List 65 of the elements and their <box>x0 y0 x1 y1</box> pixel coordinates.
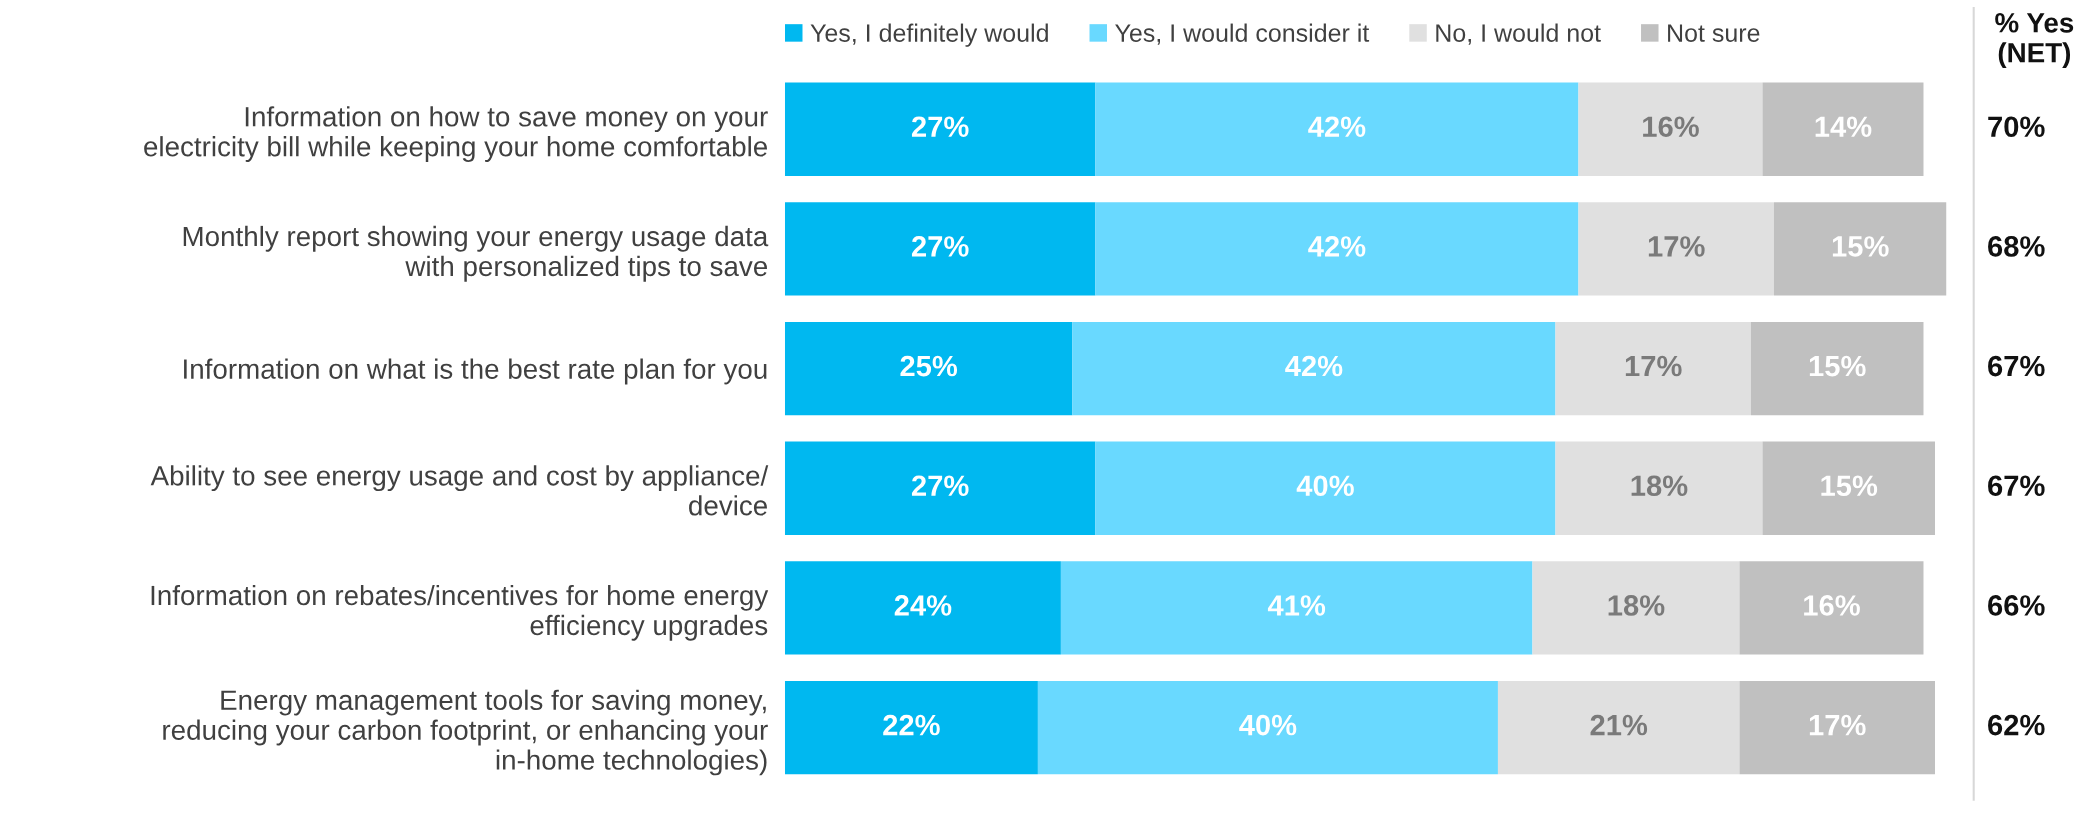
bar <box>1750 321 1924 416</box>
data-label: 25% <box>900 355 958 377</box>
text: 67% <box>1988 355 2045 377</box>
bar <box>1578 202 1774 296</box>
data-label: 42% <box>1285 355 1343 377</box>
data-label: 40% <box>1239 714 1297 736</box>
data-label: 17% <box>1809 714 1866 736</box>
bar <box>1762 441 1935 535</box>
data-label: 40% <box>1296 475 1354 497</box>
legend-label: Yes, I definitely would <box>810 23 1048 47</box>
data-label: 16% <box>1643 116 1699 138</box>
data-label: 42% <box>1308 116 1366 137</box>
y-tick-label: Information on rebates/incentives for home energy efficiency upgrades <box>151 584 769 641</box>
data-label: 18% <box>1608 595 1665 616</box>
legend-label: Not sure <box>1668 24 1760 42</box>
data-label: 22% <box>883 714 940 736</box>
bar <box>784 321 1073 416</box>
bar <box>784 441 1096 535</box>
bar <box>1037 680 1498 775</box>
bar <box>1497 680 1740 775</box>
data-label: 42% <box>1308 236 1366 257</box>
bar <box>1095 441 1556 535</box>
text: % Yes (NET) <box>1995 13 2074 69</box>
y-tick-label: Information on how to save money on your electricity bill while keeping your home comfortable <box>144 106 768 162</box>
bar <box>1555 321 1751 416</box>
data-label: 16% <box>1804 595 1860 616</box>
data-label: 21% <box>1590 714 1648 736</box>
bar <box>1095 202 1579 296</box>
data-label: 41% <box>1267 595 1326 616</box>
text: 70% <box>1988 116 2045 138</box>
data-label: 17% <box>1625 355 1682 377</box>
legend-label: No, I would not <box>1436 23 1601 45</box>
data-label: 27% <box>911 475 969 497</box>
bar <box>784 82 1096 176</box>
text: 68% <box>1988 236 2045 257</box>
bar <box>1739 561 1924 655</box>
text: 67% <box>1988 475 2045 497</box>
bar <box>1773 202 1947 296</box>
bar <box>1578 82 1763 176</box>
bar <box>1072 321 1556 416</box>
text: 62% <box>1988 714 2045 736</box>
bar <box>1762 82 1924 176</box>
bar <box>1060 561 1533 655</box>
bar <box>1095 82 1579 176</box>
data-label: 15% <box>1809 355 1866 377</box>
data-label: 27% <box>911 116 969 137</box>
bar <box>784 202 1096 296</box>
y-tick-label: Monthly report showing your energy usage data with personalized tips to save <box>183 225 769 282</box>
bar <box>784 561 1061 655</box>
data-label: 17% <box>1648 236 1705 257</box>
bar <box>784 680 1038 775</box>
y-tick-label: Ability to see energy usage and cost by appliance/ device <box>150 465 769 516</box>
data-label: 15% <box>1832 236 1889 257</box>
data-label: 24% <box>894 595 952 616</box>
data-label: 15% <box>1821 475 1878 497</box>
legend-label: Yes, I would consider it <box>1115 23 1370 45</box>
bar <box>1532 561 1740 655</box>
bar <box>1555 441 1763 535</box>
data-label: 18% <box>1631 475 1688 497</box>
data-label: 14% <box>1815 116 1872 137</box>
bar <box>1739 680 1935 775</box>
y-tick-label: Energy management tools for saving money, reducing your carbon footprint, or enhancing your in-home technologies) <box>163 689 768 776</box>
y-tick-label: Information on what is the best rate plan for you <box>184 358 767 385</box>
text: 66% <box>1988 595 2045 616</box>
data-label: 27% <box>911 236 969 257</box>
